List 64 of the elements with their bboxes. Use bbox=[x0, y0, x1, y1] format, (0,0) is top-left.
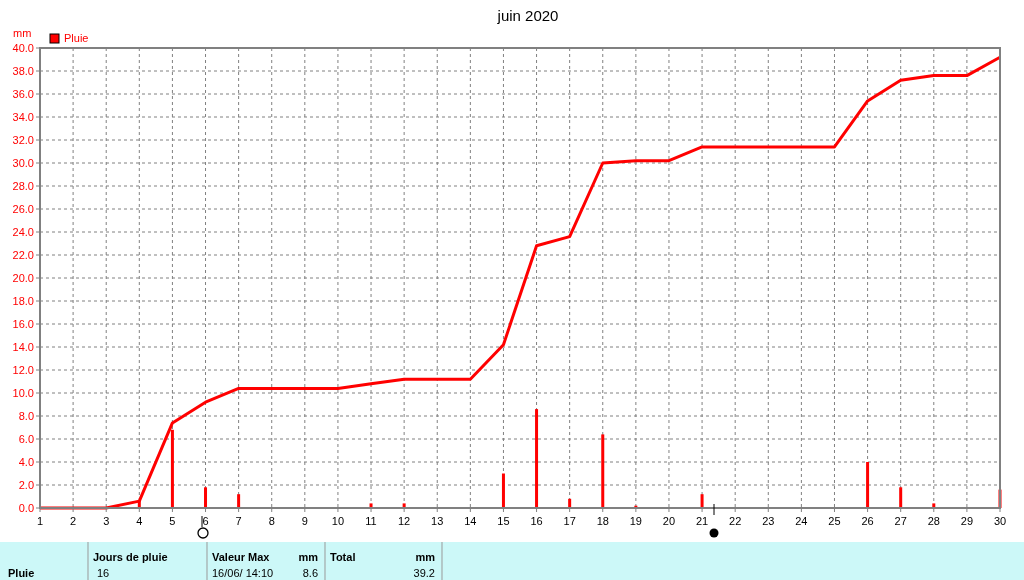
x-tick-label: 11 bbox=[365, 515, 377, 527]
text: Jours de pluie bbox=[93, 551, 168, 563]
y-tick-label: 2.0 bbox=[18, 479, 34, 491]
text: 16/06/ 14:10 bbox=[212, 567, 274, 579]
y-tick-label: 28.0 bbox=[12, 180, 34, 192]
x-tick-label: 28 bbox=[927, 515, 940, 527]
x-tick-label: 5 bbox=[169, 515, 176, 527]
x-tick-label: 2 bbox=[70, 515, 77, 527]
chart-title: juin 2020 bbox=[496, 7, 559, 24]
x-tick-label: 8 bbox=[268, 515, 275, 527]
x-tick-label: 25 bbox=[828, 515, 841, 527]
x-tick-label: 18 bbox=[596, 515, 609, 527]
x-tick-label: 30 bbox=[993, 515, 1007, 527]
text: Total bbox=[330, 551, 356, 563]
text: mm bbox=[415, 551, 436, 563]
y-tick-label: 6.0 bbox=[18, 433, 34, 445]
x-tick-label: 20 bbox=[662, 515, 676, 527]
x-tick-label: 21 bbox=[695, 515, 709, 527]
y-tick-label: 14.0 bbox=[12, 341, 34, 353]
x-tick-label: 15 bbox=[497, 515, 510, 527]
text: mm bbox=[298, 551, 319, 563]
x-tick-label: 1 bbox=[36, 515, 44, 527]
x-tick-label: 3 bbox=[103, 515, 110, 527]
y-tick-label: 8.0 bbox=[18, 410, 34, 422]
y-tick-label: 30.0 bbox=[12, 157, 34, 169]
y-tick-label: 26.0 bbox=[12, 203, 34, 215]
y-tick-label: 38.0 bbox=[12, 65, 34, 77]
text: Valeur Max bbox=[212, 551, 271, 563]
y-tick-label: 0.0 bbox=[18, 502, 34, 514]
text: Pluie bbox=[8, 567, 35, 579]
text: 8.6 bbox=[302, 567, 318, 579]
x-tick-label: 24 bbox=[795, 515, 808, 527]
x-tick-label: 14 bbox=[464, 515, 477, 527]
y-tick-label: 40.0 bbox=[12, 42, 34, 54]
y-tick-label: 12.0 bbox=[12, 364, 34, 376]
y-tick-label: 24.0 bbox=[12, 226, 34, 238]
text: 39.2 bbox=[413, 567, 435, 579]
x-tick-label: 6 bbox=[202, 515, 209, 527]
x-tick-label: 29 bbox=[960, 515, 974, 527]
y-tick-label: 4.0 bbox=[18, 456, 34, 468]
x-tick-label: 4 bbox=[136, 515, 143, 527]
y-tick-label: 22.0 bbox=[12, 249, 34, 261]
y-tick-label: 20.0 bbox=[12, 272, 34, 284]
y-tick-label: 36.0 bbox=[12, 88, 34, 100]
x-tick-label: 23 bbox=[762, 515, 775, 527]
y-tick-label: 18.0 bbox=[12, 295, 34, 307]
y-tick-label: 10.0 bbox=[12, 387, 34, 399]
y-axis-title: mm bbox=[13, 27, 32, 39]
x-tick-label: 17 bbox=[563, 515, 576, 527]
y-tick-label: 16.0 bbox=[12, 318, 34, 330]
y-tick-label: 32.0 bbox=[12, 134, 34, 146]
x-tick-label: 13 bbox=[431, 515, 444, 527]
text: 16 bbox=[97, 567, 110, 579]
legend-label: Pluie bbox=[64, 32, 89, 44]
x-tick-label: 12 bbox=[398, 515, 411, 527]
x-tick-label: 16 bbox=[530, 515, 543, 527]
y-tick-label: 34.0 bbox=[12, 111, 34, 123]
x-tick-label: 27 bbox=[894, 515, 907, 527]
x-tick-label: 26 bbox=[861, 515, 874, 527]
x-tick-label: 22 bbox=[729, 515, 742, 527]
x-tick-label: 10 bbox=[331, 515, 345, 527]
x-tick-label: 19 bbox=[629, 515, 642, 527]
x-tick-label: 9 bbox=[301, 515, 308, 527]
x-tick-label: 7 bbox=[235, 515, 242, 527]
